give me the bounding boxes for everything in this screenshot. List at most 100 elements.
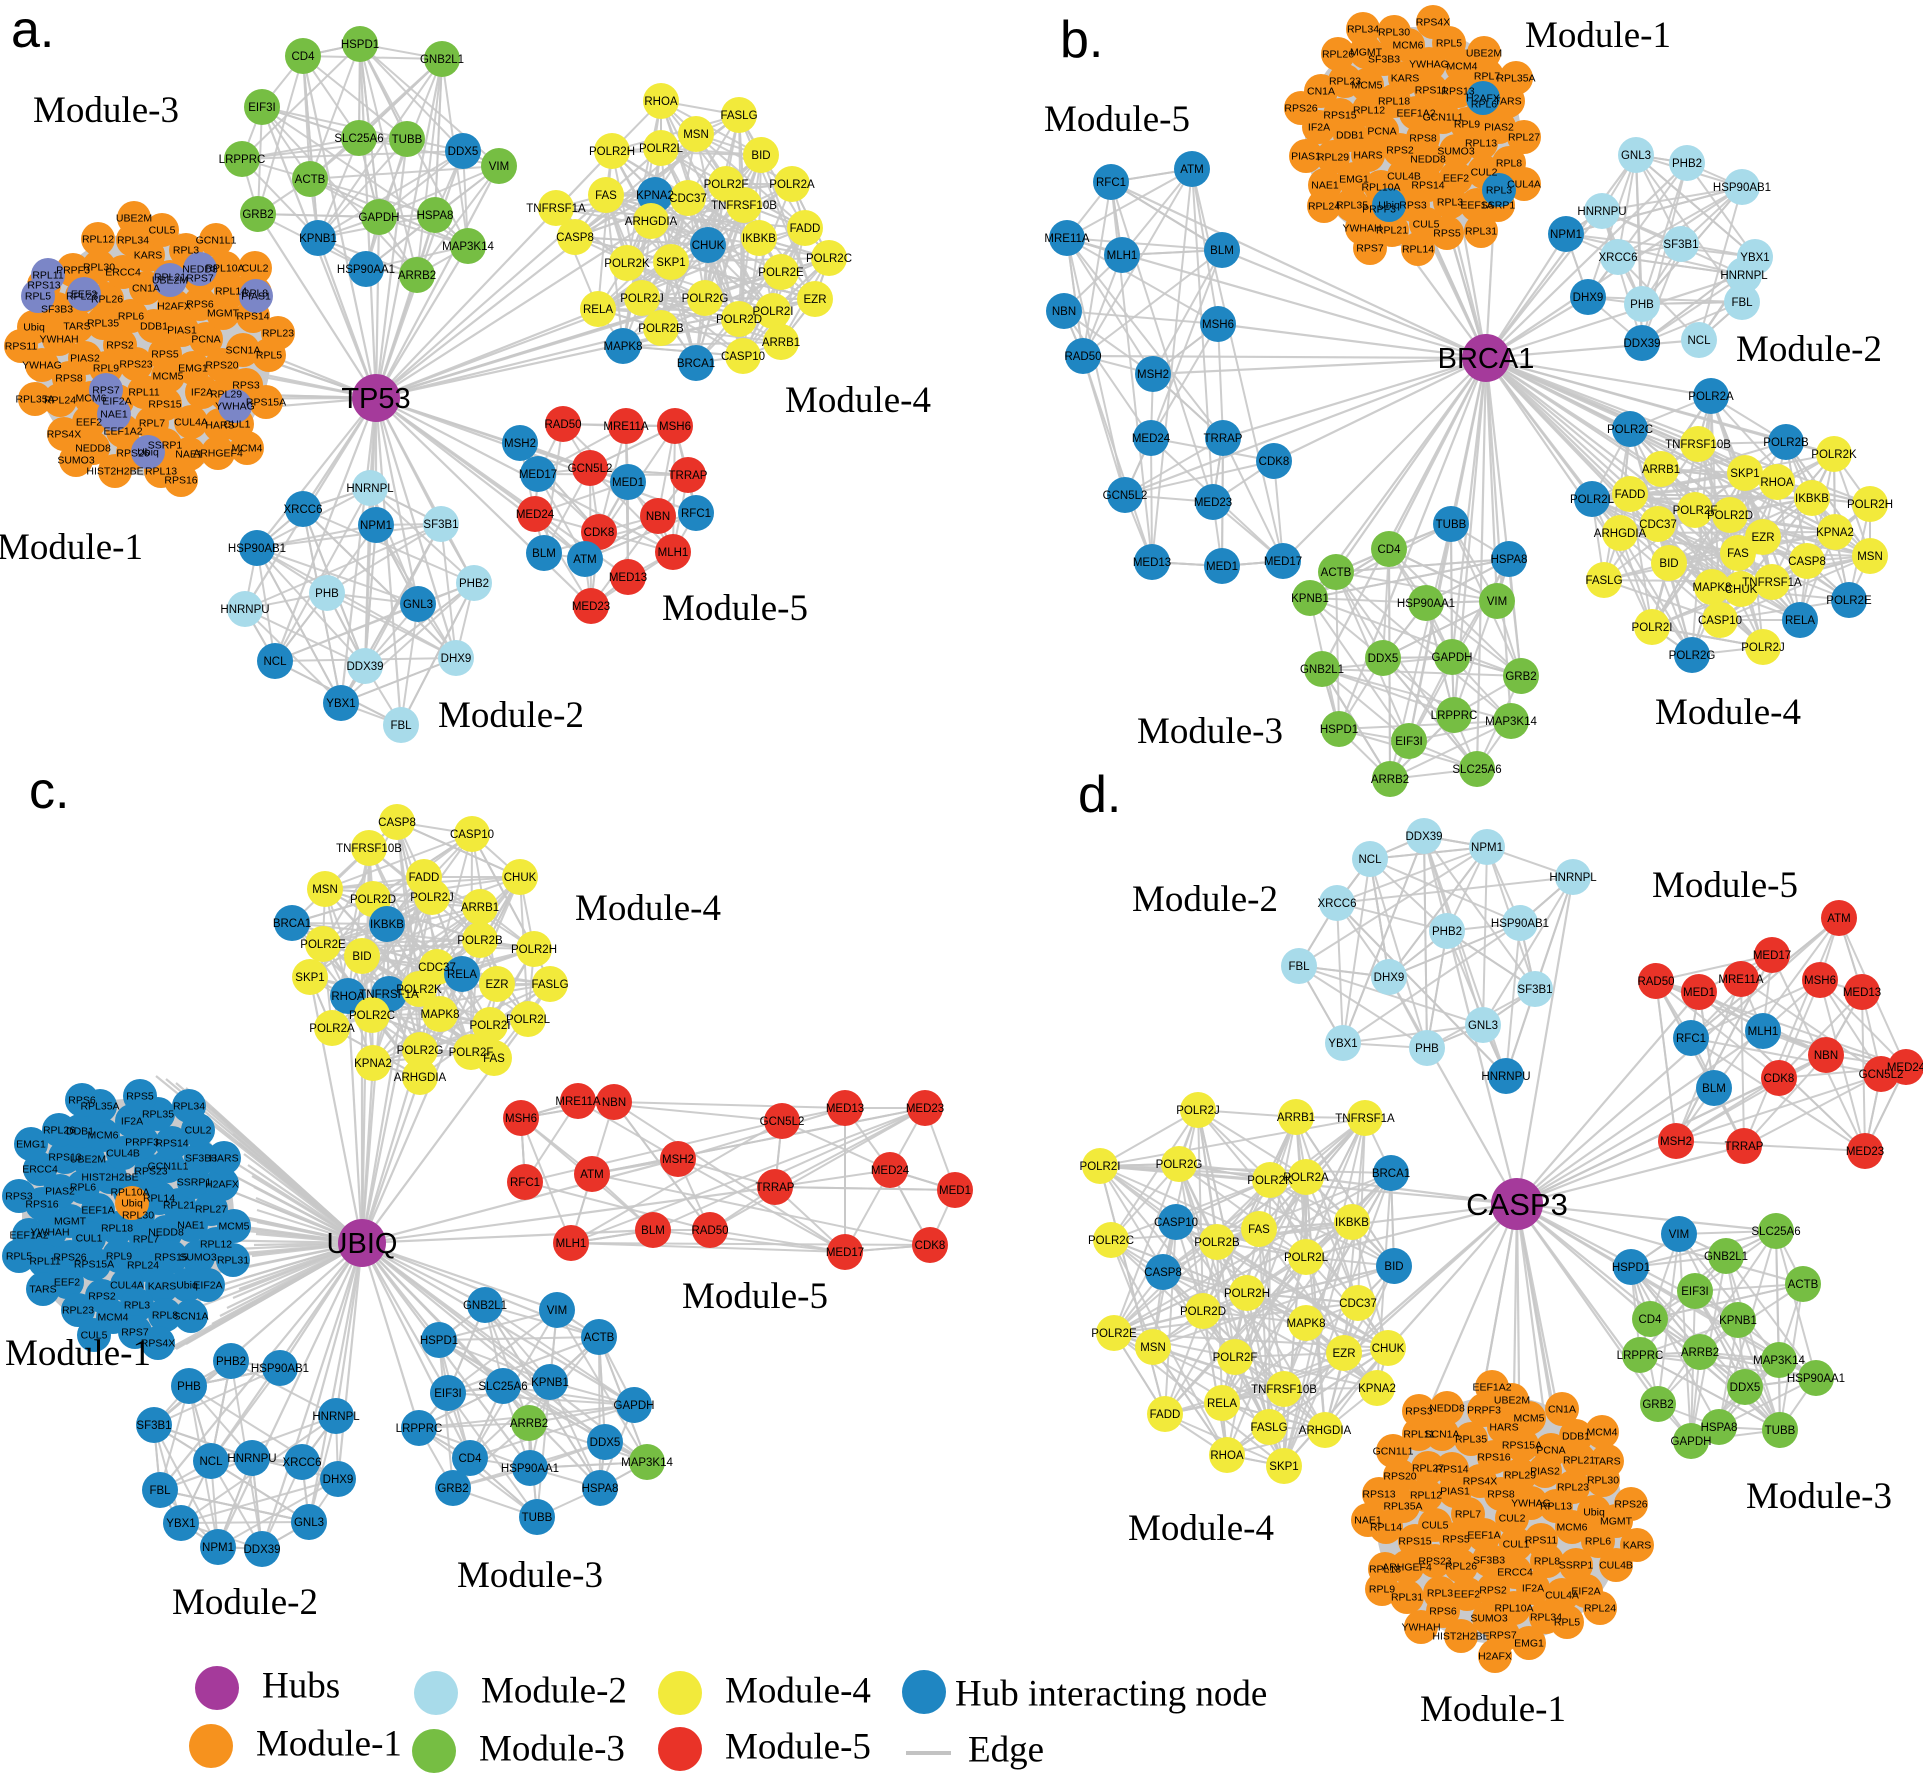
svg-text:RFC1: RFC1 xyxy=(1676,1033,1706,1045)
svg-text:RPS15A: RPS15A xyxy=(1502,1440,1542,1452)
svg-text:ACTB: ACTB xyxy=(1321,567,1352,579)
svg-text:MSH2: MSH2 xyxy=(504,438,536,450)
svg-text:HARS: HARS xyxy=(209,1153,238,1165)
svg-text:SF3B1: SF3B1 xyxy=(1663,239,1698,251)
svg-text:RPS15A: RPS15A xyxy=(246,397,286,409)
svg-text:RPS16: RPS16 xyxy=(1477,1452,1510,1464)
svg-text:NCL: NCL xyxy=(199,1456,223,1468)
svg-text:RFC1: RFC1 xyxy=(681,508,711,520)
svg-text:UBE2M: UBE2M xyxy=(152,275,188,287)
svg-text:MLH1: MLH1 xyxy=(556,1238,587,1250)
svg-text:EZR: EZR xyxy=(804,294,827,306)
svg-text:MED24: MED24 xyxy=(516,509,555,521)
svg-text:HSPA8: HSPA8 xyxy=(1701,1422,1738,1434)
svg-text:CASP10: CASP10 xyxy=(1154,1217,1198,1229)
svg-text:NEDD8: NEDD8 xyxy=(182,264,218,276)
svg-text:RPL24: RPL24 xyxy=(1308,201,1340,213)
svg-text:BRCA1: BRCA1 xyxy=(677,358,715,370)
svg-text:RAD50: RAD50 xyxy=(691,1225,728,1237)
svg-text:EEF2: EEF2 xyxy=(1454,1589,1480,1601)
svg-text:PRPF3: PRPF3 xyxy=(56,265,90,277)
svg-text:SUMO3: SUMO3 xyxy=(179,1252,217,1264)
svg-text:TNFRSF1A: TNFRSF1A xyxy=(1335,1113,1395,1125)
svg-text:MED24: MED24 xyxy=(1887,1062,1923,1074)
svg-text:POLR2A: POLR2A xyxy=(1688,391,1734,403)
svg-text:ARRB2: ARRB2 xyxy=(1371,774,1409,786)
svg-text:BLM: BLM xyxy=(1210,245,1234,257)
svg-text:RPS5: RPS5 xyxy=(1433,228,1461,240)
svg-text:FASLG: FASLG xyxy=(1250,1422,1287,1434)
svg-text:MCM4: MCM4 xyxy=(1447,61,1478,73)
svg-text:PHB: PHB xyxy=(1630,299,1654,311)
svg-text:RPS14: RPS14 xyxy=(236,311,269,323)
svg-text:RPS15: RPS15 xyxy=(1398,1536,1431,1548)
svg-text:RPL31: RPL31 xyxy=(1391,1592,1423,1604)
svg-text:PHB2: PHB2 xyxy=(216,1356,246,1368)
svg-text:Edge: Edge xyxy=(968,1729,1044,1770)
svg-text:MED1: MED1 xyxy=(1683,987,1715,999)
svg-text:HARS: HARS xyxy=(1353,150,1382,162)
svg-text:MCM6: MCM6 xyxy=(1557,1522,1588,1534)
svg-text:POLR2K: POLR2K xyxy=(1811,449,1857,461)
svg-text:FADD: FADD xyxy=(1150,1409,1181,1421)
svg-text:NAE1: NAE1 xyxy=(177,1220,205,1232)
svg-text:MAPK8: MAPK8 xyxy=(1287,1318,1326,1330)
svg-text:RFC1: RFC1 xyxy=(1096,177,1126,189)
svg-text:BLM: BLM xyxy=(532,548,556,560)
svg-text:RPL9: RPL9 xyxy=(106,1251,132,1263)
svg-text:RPL35A: RPL35A xyxy=(1496,73,1535,85)
svg-text:HSPA8: HSPA8 xyxy=(582,1483,619,1495)
svg-text:CD4: CD4 xyxy=(291,51,315,63)
svg-text:MSH6: MSH6 xyxy=(1804,975,1836,987)
svg-text:RPS2: RPS2 xyxy=(88,1291,116,1303)
svg-text:POLR2F: POLR2F xyxy=(704,179,749,191)
svg-text:RPS7: RPS7 xyxy=(1356,243,1384,255)
svg-text:RPS3: RPS3 xyxy=(1399,200,1427,212)
svg-text:VIM: VIM xyxy=(547,1305,567,1317)
svg-text:IKBKB: IKBKB xyxy=(1335,1217,1369,1229)
svg-text:UBE2M: UBE2M xyxy=(70,1154,106,1166)
svg-text:DDX39: DDX39 xyxy=(1405,831,1442,843)
svg-text:CUL4A: CUL4A xyxy=(174,417,208,429)
svg-text:RPS26: RPS26 xyxy=(1614,1499,1647,1511)
svg-text:Module-3: Module-3 xyxy=(479,1728,625,1769)
svg-text:DHX9: DHX9 xyxy=(1374,972,1405,984)
svg-text:Module-1: Module-1 xyxy=(0,527,143,568)
svg-text:TNFRSF10B: TNFRSF10B xyxy=(1665,439,1731,451)
svg-text:ATM: ATM xyxy=(580,1169,603,1181)
svg-text:ERCC4: ERCC4 xyxy=(22,1164,58,1176)
svg-text:HARS: HARS xyxy=(205,420,234,432)
svg-text:FBL: FBL xyxy=(390,720,412,732)
svg-text:BLM: BLM xyxy=(641,1225,665,1237)
svg-text:HNRNPU: HNRNPU xyxy=(220,604,269,616)
svg-text:TRRAP: TRRAP xyxy=(756,1182,795,1194)
svg-text:CASP10: CASP10 xyxy=(721,351,765,363)
svg-text:SKP1: SKP1 xyxy=(1269,1461,1298,1473)
svg-text:YWHAH: YWHAH xyxy=(1342,223,1381,235)
svg-text:Module-2: Module-2 xyxy=(172,1582,318,1623)
svg-text:POLR2H: POLR2H xyxy=(589,146,635,158)
svg-text:SSRP1: SSRP1 xyxy=(177,1177,212,1189)
svg-text:ACTB: ACTB xyxy=(584,1332,615,1344)
svg-text:RPL23: RPL23 xyxy=(1329,76,1361,88)
svg-text:POLR2E: POLR2E xyxy=(1826,595,1872,607)
svg-text:GNL3: GNL3 xyxy=(1621,150,1651,162)
svg-text:RPL26: RPL26 xyxy=(1445,1561,1477,1573)
svg-text:NCL: NCL xyxy=(1358,854,1382,866)
svg-text:POLR2C: POLR2C xyxy=(806,253,852,265)
svg-text:SUMO3: SUMO3 xyxy=(57,455,95,467)
svg-text:NEDD8: NEDD8 xyxy=(148,1227,184,1239)
svg-text:RPS6: RPS6 xyxy=(186,299,214,311)
svg-text:EIF2A: EIF2A xyxy=(102,396,131,408)
svg-text:POLR2I: POLR2I xyxy=(1080,1161,1121,1173)
svg-text:HSP90AB1: HSP90AB1 xyxy=(1491,918,1549,930)
svg-text:KPNA2: KPNA2 xyxy=(1358,1383,1396,1395)
svg-text:ATM: ATM xyxy=(1827,913,1850,925)
svg-text:CN1A: CN1A xyxy=(132,283,160,295)
svg-text:RPS15: RPS15 xyxy=(154,1252,187,1264)
svg-text:SLC25A6: SLC25A6 xyxy=(334,133,383,145)
svg-text:MSH6: MSH6 xyxy=(659,421,691,433)
svg-text:YBX1: YBX1 xyxy=(326,698,355,710)
svg-text:HSP90AB1: HSP90AB1 xyxy=(1713,182,1771,194)
svg-text:ARRB1: ARRB1 xyxy=(461,902,499,914)
